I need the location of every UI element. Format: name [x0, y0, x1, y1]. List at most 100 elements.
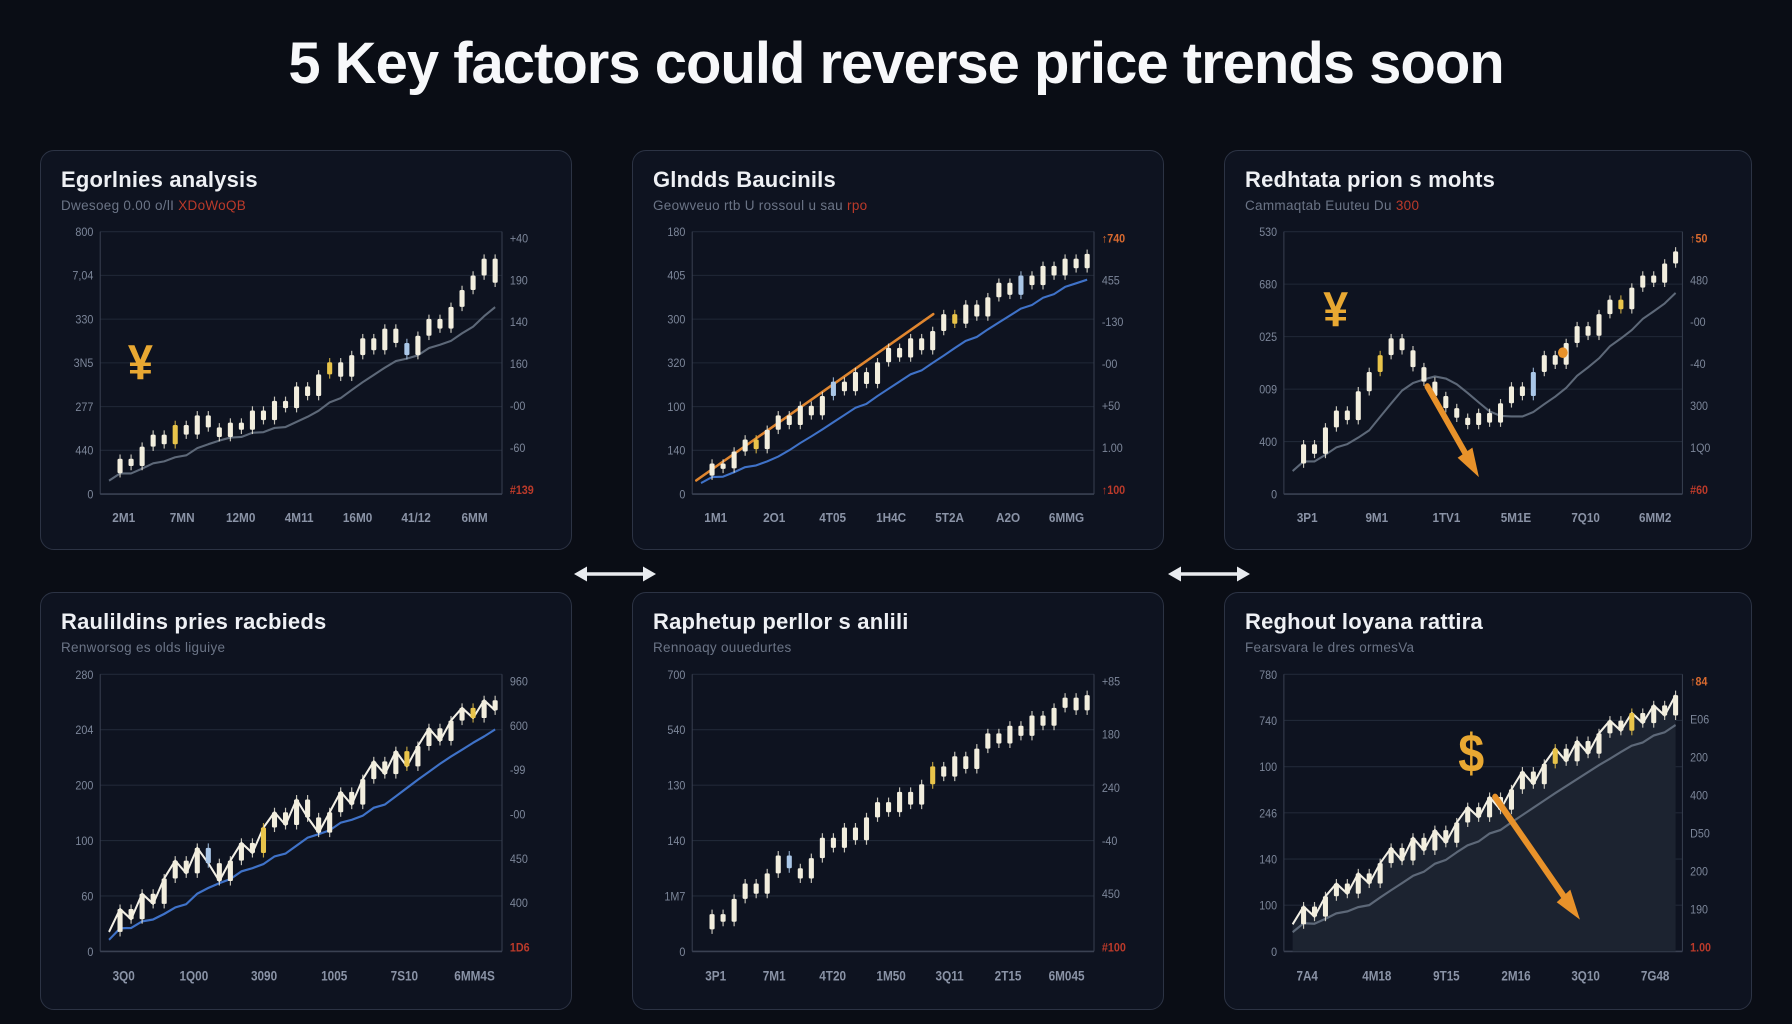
svg-text:1M7: 1M7 [664, 890, 685, 904]
svg-text:140: 140 [667, 445, 685, 457]
svg-text:025: 025 [1259, 331, 1277, 344]
svg-text:+85: +85 [1102, 675, 1120, 689]
panel-subtitle: Renworsog es olds liguiye [61, 640, 551, 655]
svg-text:455: 455 [1102, 275, 1120, 287]
dollar-icon: $ [1458, 722, 1484, 783]
svg-text:↑84: ↑84 [1690, 676, 1708, 689]
svg-text:7,04: 7,04 [72, 270, 93, 282]
svg-text:780: 780 [1259, 669, 1277, 682]
svg-text:4T05: 4T05 [819, 510, 846, 525]
chart-panel-2: Glndds Baucinils Geowveuo rtb U rossoul … [632, 150, 1164, 550]
svg-text:3090: 3090 [251, 969, 277, 984]
svg-text:3Q0: 3Q0 [113, 969, 135, 984]
swap-arrow-icon [572, 560, 658, 588]
svg-text:240: 240 [1102, 781, 1120, 795]
svg-text:405: 405 [667, 270, 685, 282]
yen-icon: ¥ [128, 334, 153, 389]
swap-arrow-icon [1166, 560, 1252, 588]
svg-text:450: 450 [1102, 888, 1120, 902]
svg-text:+50: +50 [1102, 401, 1120, 413]
svg-text:0: 0 [1271, 489, 1277, 502]
svg-text:-40: -40 [1690, 359, 1705, 372]
svg-text:-99: -99 [510, 763, 526, 777]
svg-text:-00: -00 [510, 808, 526, 822]
svg-text:1D6: 1D6 [510, 941, 530, 955]
svg-text:204: 204 [75, 724, 93, 738]
panel-subtitle-highlight: 300 [1395, 198, 1420, 213]
svg-text:0: 0 [87, 489, 93, 501]
panel-subtitle: Geowveuo rtb U rossoul u sau rpo [653, 198, 1143, 213]
svg-text:3N5: 3N5 [74, 358, 94, 370]
svg-text:160: 160 [510, 359, 528, 371]
svg-text:6MMG: 6MMG [1049, 510, 1084, 525]
panel-title: Egorlnies analysis [61, 167, 258, 192]
svg-text:740: 740 [1259, 715, 1277, 728]
panel-title: Raphetup perllor s anlili [653, 609, 909, 634]
svg-text:E06: E06 [1690, 714, 1709, 727]
svg-text:100: 100 [667, 401, 685, 413]
svg-text:300: 300 [667, 314, 685, 326]
svg-text:-00: -00 [1102, 359, 1118, 371]
yen-icon: ¥ [1323, 282, 1348, 336]
svg-text:700: 700 [667, 668, 685, 682]
svg-text:480: 480 [1690, 275, 1708, 288]
svg-text:60: 60 [81, 890, 93, 904]
svg-text:6M045: 6M045 [1049, 969, 1085, 984]
svg-text:2M16: 2M16 [1501, 969, 1530, 984]
svg-text:1TV1: 1TV1 [1432, 510, 1460, 525]
svg-text:+40: +40 [510, 233, 528, 245]
svg-text:3P1: 3P1 [1297, 510, 1318, 525]
highlight-dot [1557, 347, 1568, 359]
svg-text:600: 600 [510, 719, 528, 733]
svg-text:3Q11: 3Q11 [936, 969, 964, 984]
svg-text:100: 100 [1259, 762, 1277, 775]
svg-text:6MM2: 6MM2 [1639, 510, 1672, 525]
svg-text:4T20: 4T20 [819, 969, 846, 984]
svg-text:D50: D50 [1690, 828, 1710, 841]
svg-text:9M1: 9M1 [1365, 510, 1388, 525]
svg-text:2T15: 2T15 [995, 969, 1022, 984]
svg-text:↑740: ↑740 [1102, 233, 1125, 245]
svg-text:0: 0 [679, 945, 685, 959]
chart-panel-1: Egorlnies analysis Dwesoeg 0.00 o/lI XDo… [40, 150, 572, 550]
panel-subtitle-highlight: rpo [847, 198, 868, 213]
price-chart: 800 7,04 330 3N5 277 440 0 +40 190 140 160 -00 -60 #1… [72, 227, 533, 525]
panel-title: Redhtata prion s mohts [1245, 167, 1496, 192]
panel-subtitle: Dwesoeg 0.00 o/lI XDoWoQB [61, 198, 551, 213]
svg-text:41/12: 41/12 [401, 510, 431, 525]
svg-text:140: 140 [1259, 854, 1277, 867]
svg-text:100: 100 [75, 834, 93, 848]
svg-text:-40: -40 [1102, 834, 1118, 848]
svg-text:400: 400 [1259, 436, 1277, 449]
svg-text:#100: #100 [1102, 941, 1126, 955]
svg-text:7MN: 7MN [170, 510, 195, 525]
svg-text:#60: #60 [1690, 485, 1708, 498]
svg-text:530: 530 [1259, 227, 1277, 240]
svg-text:960: 960 [510, 675, 528, 689]
svg-text:400: 400 [510, 896, 528, 910]
svg-text:1H4C: 1H4C [876, 510, 906, 525]
panel-title: Raulildins pries racbieds [61, 609, 327, 634]
svg-text:6MM4S: 6MM4S [454, 969, 494, 984]
panel-subtitle-text: Dwesoeg 0.00 o/lI [61, 198, 179, 213]
svg-text:1M1: 1M1 [704, 510, 727, 525]
svg-text:280: 280 [75, 668, 93, 682]
svg-text:↑100: ↑100 [1102, 485, 1125, 497]
panel-subtitle-text: Cammaqtab Euuteu Du [1245, 198, 1396, 213]
svg-text:-60: -60 [510, 443, 526, 455]
panel-subtitle-text: Geowveuo rtb U rossoul u sau [653, 198, 848, 213]
svg-text:1.00: 1.00 [1690, 942, 1711, 955]
svg-text:140: 140 [510, 317, 528, 329]
svg-text:440: 440 [75, 445, 93, 457]
svg-text:5T2A: 5T2A [935, 510, 964, 525]
svg-text:1Q00: 1Q00 [180, 969, 209, 984]
svg-text:3P1: 3P1 [705, 969, 726, 984]
svg-text:540: 540 [667, 724, 685, 738]
svg-text:7A4: 7A4 [1297, 969, 1318, 984]
svg-text:7M1: 7M1 [763, 969, 786, 984]
panel-subtitle-highlight: XDoWoQB [178, 198, 247, 213]
svg-text:450: 450 [510, 852, 528, 866]
trend-down-arrow-icon [1424, 383, 1475, 467]
chart-panel-4: Raulildins pries racbieds Renworsog es o… [40, 592, 572, 1010]
